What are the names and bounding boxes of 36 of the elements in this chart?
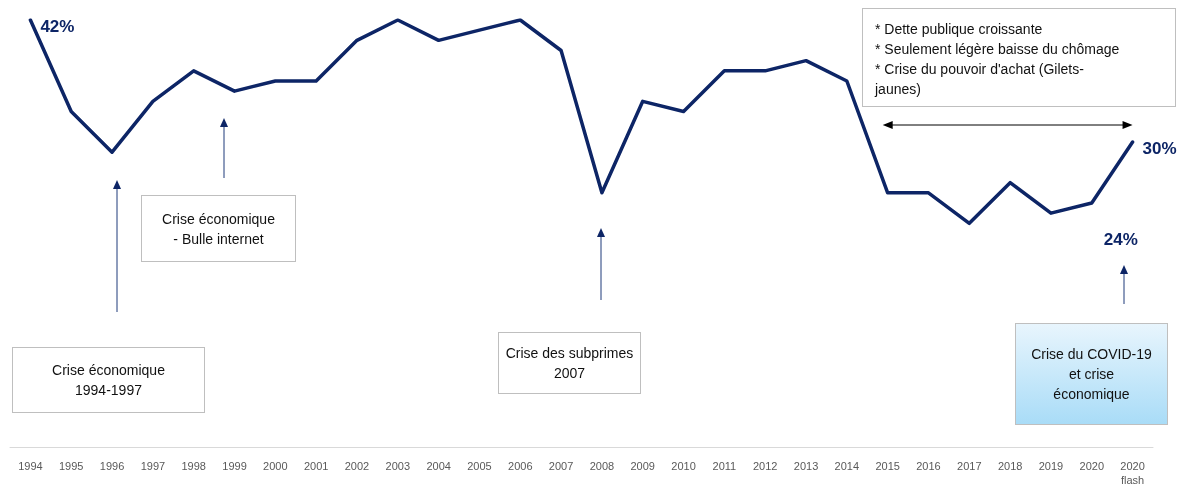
x-tick-label: 1995 xyxy=(58,460,84,472)
x-tick-label: 1994 xyxy=(18,460,43,472)
x-tick-label: 2013 xyxy=(793,460,819,472)
note-box: Crise économique 1994-1997 xyxy=(12,347,205,413)
x-tick-label: 2003 xyxy=(385,460,411,472)
x-tick-label: 2009 xyxy=(630,460,655,472)
note-box: Crise des subprimes 2007 xyxy=(498,332,641,394)
x-tick-label: 2019 xyxy=(1038,460,1064,472)
x-tick-label: 2002 xyxy=(344,460,370,472)
x-tick-label: 2017 xyxy=(957,460,982,472)
x-tick-label: 1998 xyxy=(181,460,206,472)
x-tick-label: 2006 xyxy=(508,460,533,472)
data-label: 30% xyxy=(1142,138,1177,158)
note-box: Crise économique - Bulle internet xyxy=(141,195,296,262)
x-tick-label: 2008 xyxy=(589,460,615,472)
x-tick-label: 2015 xyxy=(875,460,900,472)
x-tick-label: 2005 xyxy=(467,460,492,472)
x-tick-label: 1996 xyxy=(99,460,125,472)
x-tick-label: 2010 xyxy=(671,460,696,472)
data-label: 24% xyxy=(1103,229,1138,249)
x-tick-label: 2020 xyxy=(1079,460,1105,472)
x-tick-label: 2000 xyxy=(263,460,288,472)
x-tick-label: 2007 xyxy=(548,460,574,472)
x-tick-label: 1999 xyxy=(222,460,247,472)
x-tick-label: 2001 xyxy=(303,460,329,472)
x-tick-label: 2016 xyxy=(916,460,941,472)
x-tick-label: 2014 xyxy=(834,460,860,472)
x-tick-label: 2012 xyxy=(752,460,778,472)
x-tick-label: 2011 xyxy=(712,460,737,472)
note-box: * Dette publique croissante * Seulement légère baisse du chômage * Crise du pouvoir d'achat (Gilets- jaunes) xyxy=(862,8,1176,107)
x-tick-label: 2020 flash xyxy=(1120,460,1145,486)
x-tick-label: 2004 xyxy=(426,460,451,472)
note-box: Crise du COVID-19 et crise économique xyxy=(1015,323,1168,425)
data-label: 42% xyxy=(40,16,75,36)
x-tick-label: 2018 xyxy=(997,460,1023,472)
x-tick-label: 1997 xyxy=(140,460,166,472)
